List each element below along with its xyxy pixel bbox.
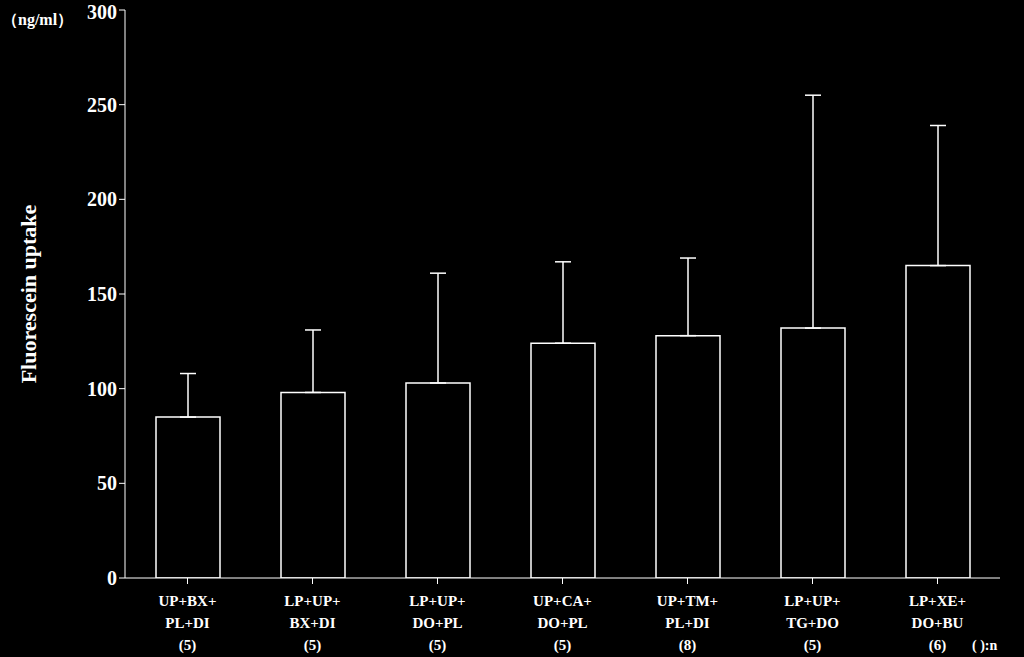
svg-text:UP+CA+: UP+CA+ xyxy=(533,593,592,609)
html-text:( ):n: ( ):n xyxy=(972,638,998,653)
svg-text:LP+UP+: LP+UP+ xyxy=(284,593,340,609)
svg-text:LP+UP+: LP+UP+ xyxy=(784,593,840,609)
svg-text:LP+UP+: LP+UP+ xyxy=(409,593,465,609)
svg-text:150: 150 xyxy=(87,283,117,305)
svg-text:DO+PL: DO+PL xyxy=(412,615,462,631)
svg-text:DO+BU: DO+BU xyxy=(912,615,964,631)
svg-text:0: 0 xyxy=(107,567,117,589)
svg-text:(5): (5) xyxy=(304,637,322,654)
svg-text:300: 300 xyxy=(87,1,117,23)
svg-text:100: 100 xyxy=(87,378,117,400)
svg-text:250: 250 xyxy=(87,94,117,116)
svg-text:Fluorescein uptake: Fluorescein uptake xyxy=(16,204,41,383)
svg-text:(5): (5) xyxy=(429,637,447,654)
svg-text:LP+XE+: LP+XE+ xyxy=(909,593,966,609)
svg-text:DO+PL: DO+PL xyxy=(537,615,587,631)
svg-text:(5): (5) xyxy=(554,637,572,654)
svg-text:50: 50 xyxy=(97,472,117,494)
svg-text:(6): (6) xyxy=(929,637,947,654)
html-text:（ng/ml）: （ng/ml） xyxy=(2,11,74,28)
svg-text:TG+DO: TG+DO xyxy=(786,615,839,631)
svg-text:UP+TM+: UP+TM+ xyxy=(657,593,718,609)
svg-text:UP+BX+: UP+BX+ xyxy=(159,593,217,609)
svg-text:(8): (8) xyxy=(679,637,697,654)
svg-text:BX+DI: BX+DI xyxy=(289,615,335,631)
svg-text:PL+DI: PL+DI xyxy=(665,615,710,631)
svg-text:PL+DI: PL+DI xyxy=(165,615,210,631)
svg-text:(5): (5) xyxy=(179,637,197,654)
svg-text:(5): (5) xyxy=(804,637,822,654)
svg-text:200: 200 xyxy=(87,188,117,210)
